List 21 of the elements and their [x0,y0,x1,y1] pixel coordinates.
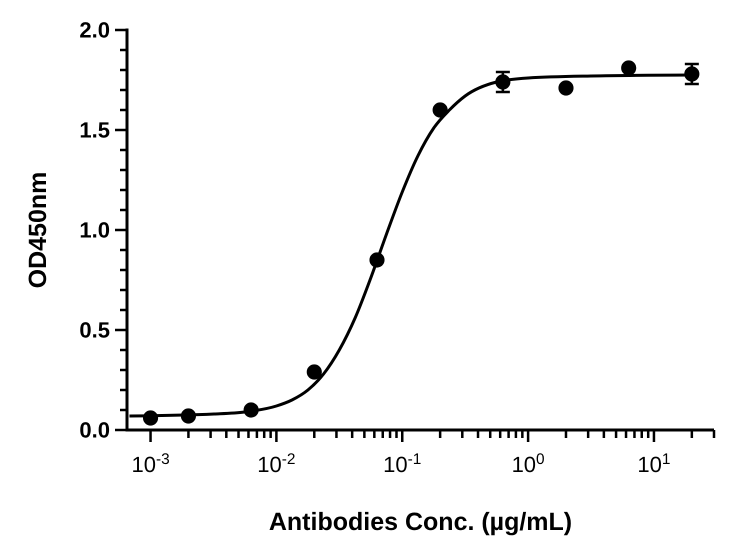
point [495,74,510,90]
y-tick-label: 1.5 [79,118,110,143]
x-tick-label: 10$^{-2}$ [257,450,296,477]
point [306,364,322,380]
x-tick-label: 10$^{-3}$ [131,450,170,477]
point [621,60,636,76]
y-tick-label: 1.0 [79,218,110,243]
x-tick-label: 10$^{0}$ [512,450,545,477]
y-axis-title: OD450nm [24,172,52,288]
point [558,80,574,96]
y-tick-label: 0.0 [79,418,110,443]
y-tick-label: 0.5 [79,318,110,343]
x-tick-label: 10$^{-1}$ [383,450,422,477]
x-tick-label: 10$^{1}$ [637,450,670,477]
point [244,402,259,418]
point [432,102,448,118]
point [369,252,385,268]
y-tick-label: 2.0 [79,18,110,43]
point [180,408,196,424]
point [684,66,700,82]
x-axis-title: Antibodies Conc. (µg/mL) [268,508,572,536]
